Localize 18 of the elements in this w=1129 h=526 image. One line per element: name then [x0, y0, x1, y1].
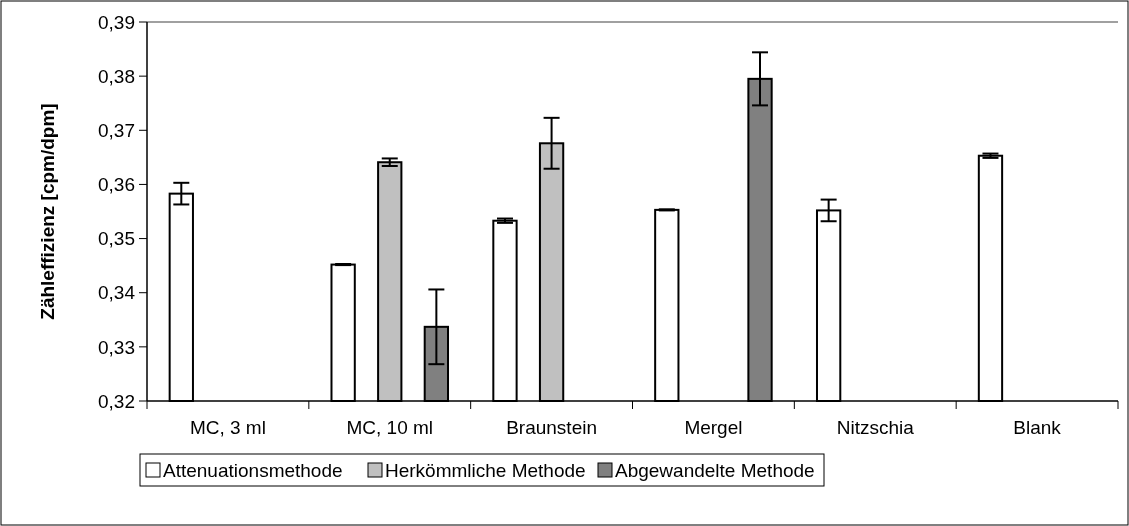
x-tick-label: Braunstein — [506, 417, 598, 438]
y-tick-label: 0,39 — [98, 11, 135, 33]
x-tick-label: Nitzschia — [836, 417, 915, 438]
legend-label: Herkömmliche Methode — [385, 460, 586, 481]
y-tick-label: 0,37 — [98, 119, 135, 141]
y-tick-label: 0,38 — [98, 65, 135, 87]
y-axis-title: Zähleffizienz [cpm/dpm] — [37, 103, 58, 320]
y-tick-label: 0,33 — [98, 336, 135, 358]
x-tick-label: MC, 3 ml — [189, 417, 266, 438]
x-tick-label: MC, 10 ml — [346, 417, 434, 438]
legend-label: Attenuationsmethode — [163, 460, 343, 481]
y-tick-label: 0,35 — [98, 228, 135, 250]
legend-label: Abgewandelte Methode — [615, 460, 815, 481]
y-tick-label: 0,32 — [98, 390, 135, 412]
y-tick-label: 0,34 — [98, 282, 136, 304]
x-tick-label: Blank — [1013, 417, 1062, 438]
x-tick-label: Mergel — [684, 417, 743, 438]
y-tick-label: 0,36 — [98, 174, 135, 196]
